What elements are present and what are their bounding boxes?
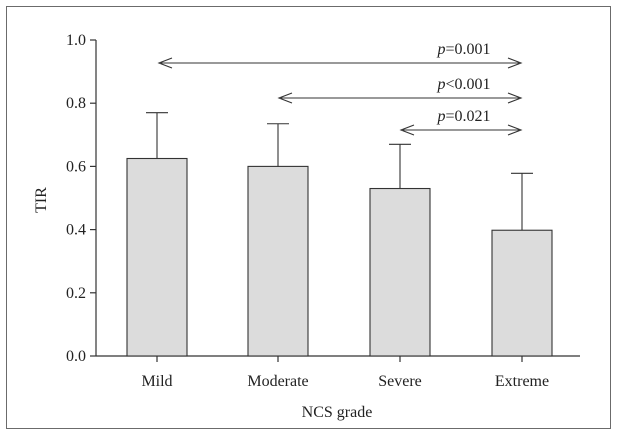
x-tick-label: Extreme [495,373,549,390]
y-tick-label: 0.4 [66,222,86,239]
y-tick-label: 0.8 [66,95,86,112]
p-value-label: p<0.001 [436,76,490,93]
arrowhead-left [399,124,415,136]
p-value-label: p=0.021 [436,108,490,125]
bar [247,165,309,357]
significance-annotations: p=0.001 p<0.001 p=0.021 [157,41,523,136]
y-axis-title: TIR [33,187,50,213]
bars [126,157,553,357]
arrowhead-right [507,92,523,104]
error-bars [146,112,533,231]
bar [491,229,553,357]
x-tick-label: Moderate [247,373,308,390]
bar [369,187,431,357]
x-axis: Mild Moderate Severe Extreme [96,355,580,390]
bar [126,157,188,357]
x-tick-label: Mild [141,373,172,390]
arrowhead-left [157,57,173,69]
y-axis: 0.0 0.2 0.4 0.6 0.8 1.0 [66,32,97,365]
arrowhead-right [507,57,523,69]
y-tick-label: 0.0 [66,348,86,365]
arrowhead-left [277,92,293,104]
x-tick-label: Severe [378,373,422,390]
x-axis-title: NCS grade [302,404,373,421]
arrowhead-right [507,124,523,136]
y-tick-label: 1.0 [66,32,86,49]
y-tick-label: 0.6 [66,158,86,175]
y-tick-label: 0.2 [66,285,86,302]
p-value-label: p=0.001 [436,41,490,58]
